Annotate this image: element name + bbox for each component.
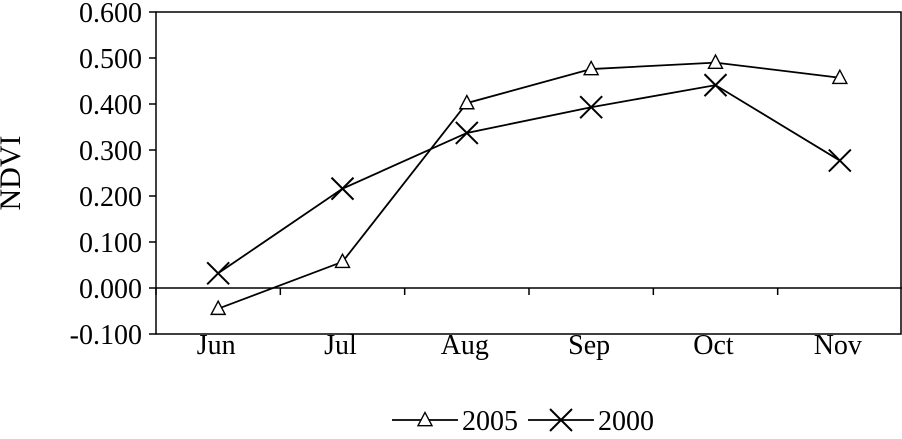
series-line-2005 [217,61,840,310]
series-layer [206,53,852,316]
y-tick-label: 0.300 [79,136,142,167]
y-tick-label: -0.100 [70,320,142,351]
y-axis-label: NDVI [0,136,27,211]
data-point-2000 [828,148,852,173]
y-tick-label: 0.500 [79,44,142,75]
data-point-2000 [206,261,230,285]
data-point-2000 [579,95,603,119]
data-point-2005 [831,68,848,85]
x-tick-label: Sep [568,330,610,361]
y-tick-label: 0.100 [79,228,142,259]
data-point-2000 [455,121,479,145]
legend-marker-2000 [549,408,573,432]
data-point-2000 [330,176,355,201]
data-point-2000 [703,73,728,97]
y-tick-label: 0.600 [79,0,142,29]
y-tick-label: 0.200 [79,182,142,213]
data-point-2005 [707,53,724,69]
data-point-2005 [334,252,351,269]
axes-layer: -0.100 0.000 0.100 0.200 0.300 0.400 0.500 0.60… [0,0,902,361]
x-tick-label: Oct [693,330,734,361]
legend-label-2000: 2000 [598,406,654,434]
legend-marker-2005 [416,410,434,427]
plot-frame [155,11,902,335]
data-point-2005 [458,94,475,110]
legend: 2005 2000 [392,406,654,437]
x-tick-label: Jun [197,330,236,361]
data-point-2005 [583,59,600,76]
legend-label-2005: 2005 [462,406,518,434]
y-tick-label: 0.000 [79,274,142,305]
y-tick-label: 0.400 [79,90,142,121]
series-line-2000 [217,84,841,275]
x-tick-label: Jul [324,330,357,361]
x-tick-label: Nov [814,330,862,361]
x-tick-label: Aug [441,330,489,361]
data-point-2005 [210,299,227,316]
